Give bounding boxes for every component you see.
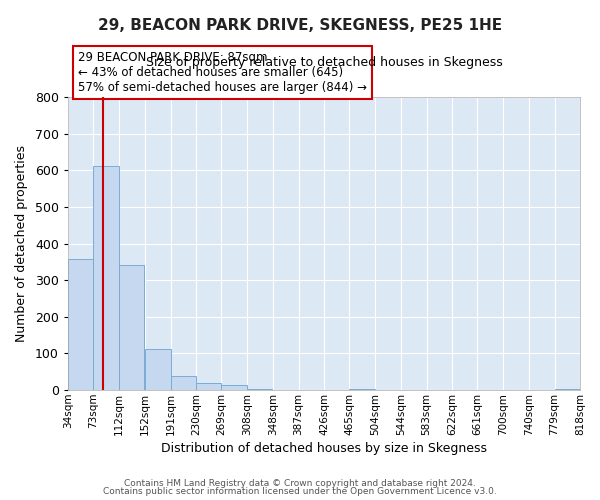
Bar [196, 383, 221, 390]
Text: Contains public sector information licensed under the Open Government Licence v3: Contains public sector information licen… [103, 487, 497, 496]
Bar [170, 376, 196, 390]
Title: Size of property relative to detached houses in Skegness: Size of property relative to detached ho… [146, 56, 502, 70]
Text: 29, BEACON PARK DRIVE, SKEGNESS, PE25 1HE: 29, BEACON PARK DRIVE, SKEGNESS, PE25 1H… [98, 18, 502, 32]
Bar [145, 348, 170, 390]
Text: 29 BEACON PARK DRIVE: 87sqm
← 43% of detached houses are smaller (645)
57% of se: 29 BEACON PARK DRIVE: 87sqm ← 43% of det… [78, 51, 367, 94]
Bar [119, 265, 145, 390]
Bar [554, 389, 580, 390]
Bar [221, 386, 247, 390]
Bar [247, 389, 272, 390]
Bar [349, 389, 375, 390]
Bar [68, 259, 94, 390]
Text: Contains HM Land Registry data © Crown copyright and database right 2024.: Contains HM Land Registry data © Crown c… [124, 478, 476, 488]
X-axis label: Distribution of detached houses by size in Skegness: Distribution of detached houses by size … [161, 442, 487, 455]
Bar [94, 166, 119, 390]
Y-axis label: Number of detached properties: Number of detached properties [15, 145, 28, 342]
